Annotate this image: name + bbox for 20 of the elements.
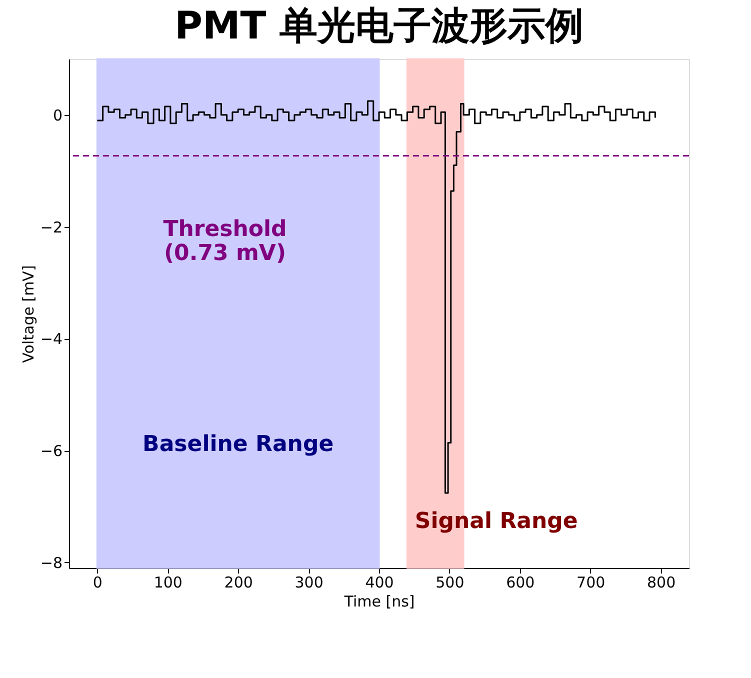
y-axis-title: Voltage [mV]: [19, 265, 38, 363]
y-tick-label: −6: [40, 442, 62, 460]
chart-title: PMT 单光电子波形示例: [174, 3, 584, 48]
y-tick-label: −2: [40, 218, 62, 236]
band-label: Baseline Range: [142, 432, 334, 457]
x-tick-label: 800: [647, 574, 676, 592]
band-label: Signal Range: [414, 509, 578, 534]
x-tick-label: 0: [92, 574, 102, 592]
x-tick-label: 500: [436, 574, 464, 592]
ref-line-label: Threshold (0.73 mV): [163, 217, 287, 266]
x-tick-label: 600: [506, 574, 535, 592]
y-tick-label: −4: [40, 330, 62, 348]
x-tick-label: 400: [365, 574, 394, 592]
y-tick-label: 0: [52, 106, 62, 124]
x-tick-label: 300: [294, 574, 324, 592]
x-tick-label: 200: [224, 574, 253, 592]
x-tick-label: 700: [576, 574, 606, 592]
x-tick-label: 100: [154, 574, 182, 592]
y-tick-label: −8: [40, 554, 62, 572]
x-axis-title: Time [ns]: [343, 592, 415, 610]
